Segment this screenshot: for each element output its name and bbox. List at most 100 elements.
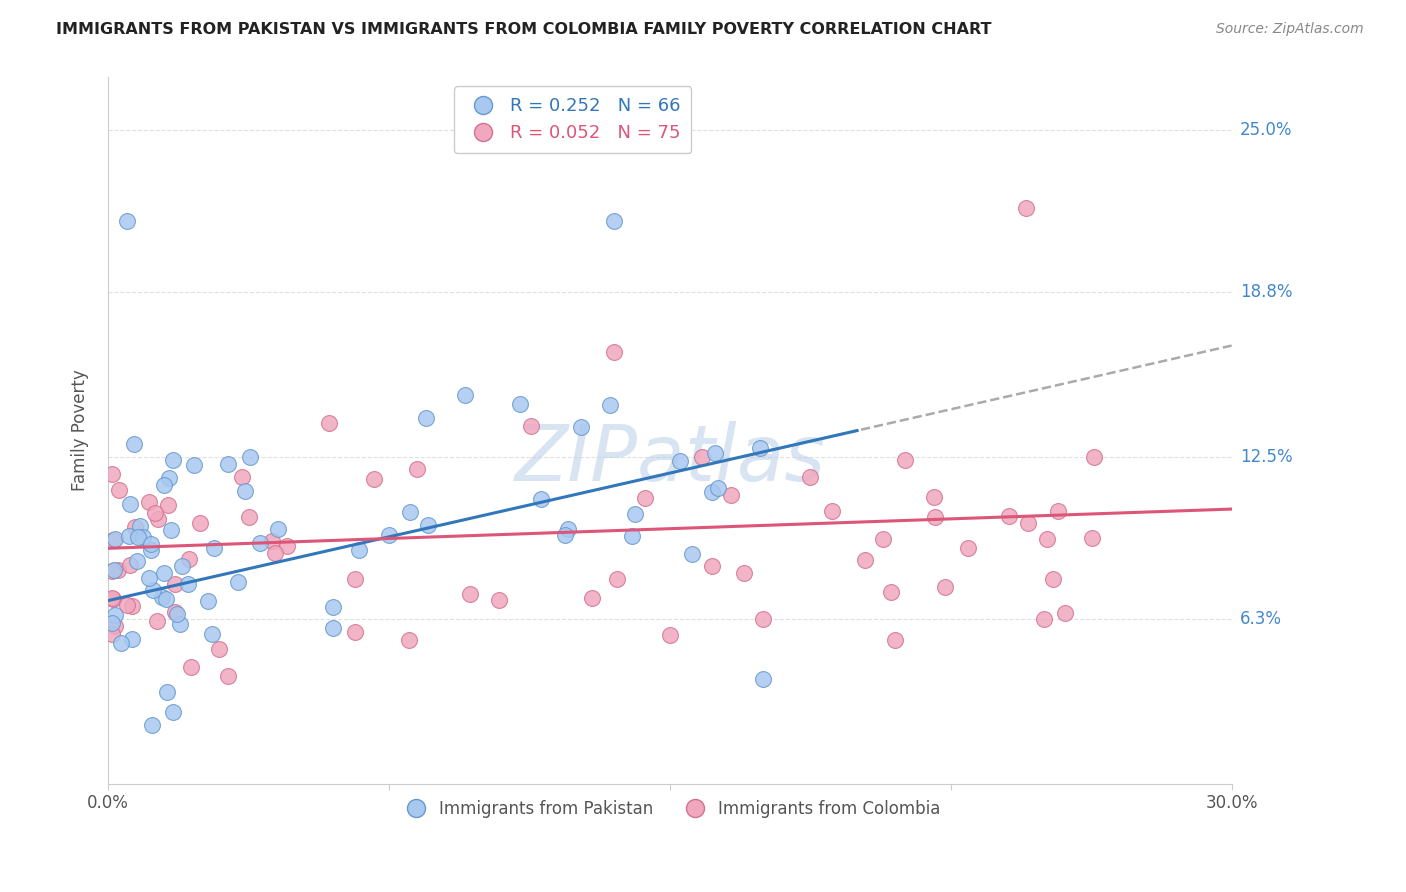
Point <box>454 387 477 401</box>
Point <box>1042 572 1064 586</box>
Text: 12.5%: 12.5% <box>1240 448 1292 466</box>
Point <box>602 345 624 359</box>
Text: 6.3%: 6.3% <box>1240 610 1282 628</box>
Point <box>179 551 201 566</box>
Text: IMMIGRANTS FROM PAKISTAN VS IMMIGRANTS FROM COLOMBIA FAMILY POVERTY CORRELATION : IMMIGRANTS FROM PAKISTAN VS IMMIGRANTS F… <box>56 22 991 37</box>
Point <box>146 511 169 525</box>
Point <box>249 536 271 550</box>
Point <box>150 590 173 604</box>
Point <box>624 507 647 521</box>
Point <box>208 642 231 657</box>
Point <box>139 543 162 558</box>
Point <box>700 485 723 500</box>
Point <box>853 553 876 567</box>
Point <box>101 533 124 547</box>
Point <box>115 214 138 228</box>
Point <box>569 420 592 434</box>
Point <box>122 436 145 450</box>
Point <box>188 516 211 530</box>
Point <box>121 632 143 647</box>
Point <box>145 614 167 628</box>
Point <box>197 594 219 608</box>
Point <box>880 585 903 599</box>
Point <box>658 628 681 642</box>
Point <box>100 467 122 481</box>
Point <box>1017 516 1039 530</box>
Point <box>752 672 775 686</box>
Point <box>692 450 714 464</box>
Point <box>160 523 183 537</box>
Point <box>121 599 143 613</box>
Point <box>163 605 186 619</box>
Point <box>398 633 420 648</box>
Point <box>276 539 298 553</box>
Y-axis label: Family Poverty: Family Poverty <box>72 369 89 491</box>
Point <box>183 458 205 473</box>
Point <box>415 410 437 425</box>
Point <box>720 488 742 502</box>
Point <box>104 532 127 546</box>
Point <box>169 617 191 632</box>
Point <box>165 577 187 591</box>
Point <box>267 522 290 536</box>
Point <box>118 558 141 572</box>
Point <box>166 607 188 622</box>
Point <box>702 558 724 573</box>
Point <box>110 636 132 650</box>
Point <box>488 593 510 607</box>
Point <box>621 529 644 543</box>
Point <box>100 615 122 630</box>
Point <box>217 457 239 471</box>
Point <box>264 546 287 560</box>
Point <box>602 214 624 228</box>
Point <box>157 498 180 512</box>
Point <box>1033 612 1056 626</box>
Point <box>176 577 198 591</box>
Point <box>141 718 163 732</box>
Point <box>162 452 184 467</box>
Point <box>108 483 131 497</box>
Point <box>104 619 127 633</box>
Point <box>239 450 262 464</box>
Point <box>363 472 385 486</box>
Point <box>1036 532 1059 546</box>
Point <box>180 660 202 674</box>
Point <box>124 520 146 534</box>
Point <box>226 574 249 589</box>
Point <box>749 442 772 456</box>
Point <box>128 519 150 533</box>
Point <box>924 490 946 504</box>
Point <box>458 586 481 600</box>
Point <box>118 529 141 543</box>
Point <box>318 417 340 431</box>
Point <box>260 534 283 549</box>
Point <box>153 478 176 492</box>
Point <box>872 532 894 546</box>
Point <box>581 591 603 605</box>
Point <box>634 491 657 506</box>
Point <box>599 399 621 413</box>
Point <box>752 612 775 626</box>
Point <box>142 582 165 597</box>
Point <box>682 547 704 561</box>
Point <box>1053 607 1076 621</box>
Point <box>103 563 125 577</box>
Point <box>554 527 576 541</box>
Point <box>998 508 1021 523</box>
Point <box>606 572 628 586</box>
Point <box>162 705 184 719</box>
Point <box>217 669 239 683</box>
Point <box>669 454 692 468</box>
Point <box>233 483 256 498</box>
Point <box>120 497 142 511</box>
Point <box>799 470 821 484</box>
Text: 18.8%: 18.8% <box>1240 283 1292 301</box>
Point <box>883 632 905 647</box>
Point <box>138 494 160 508</box>
Point <box>127 530 149 544</box>
Point <box>347 542 370 557</box>
Point <box>172 559 194 574</box>
Point <box>399 505 422 519</box>
Point <box>231 469 253 483</box>
Point <box>733 566 755 580</box>
